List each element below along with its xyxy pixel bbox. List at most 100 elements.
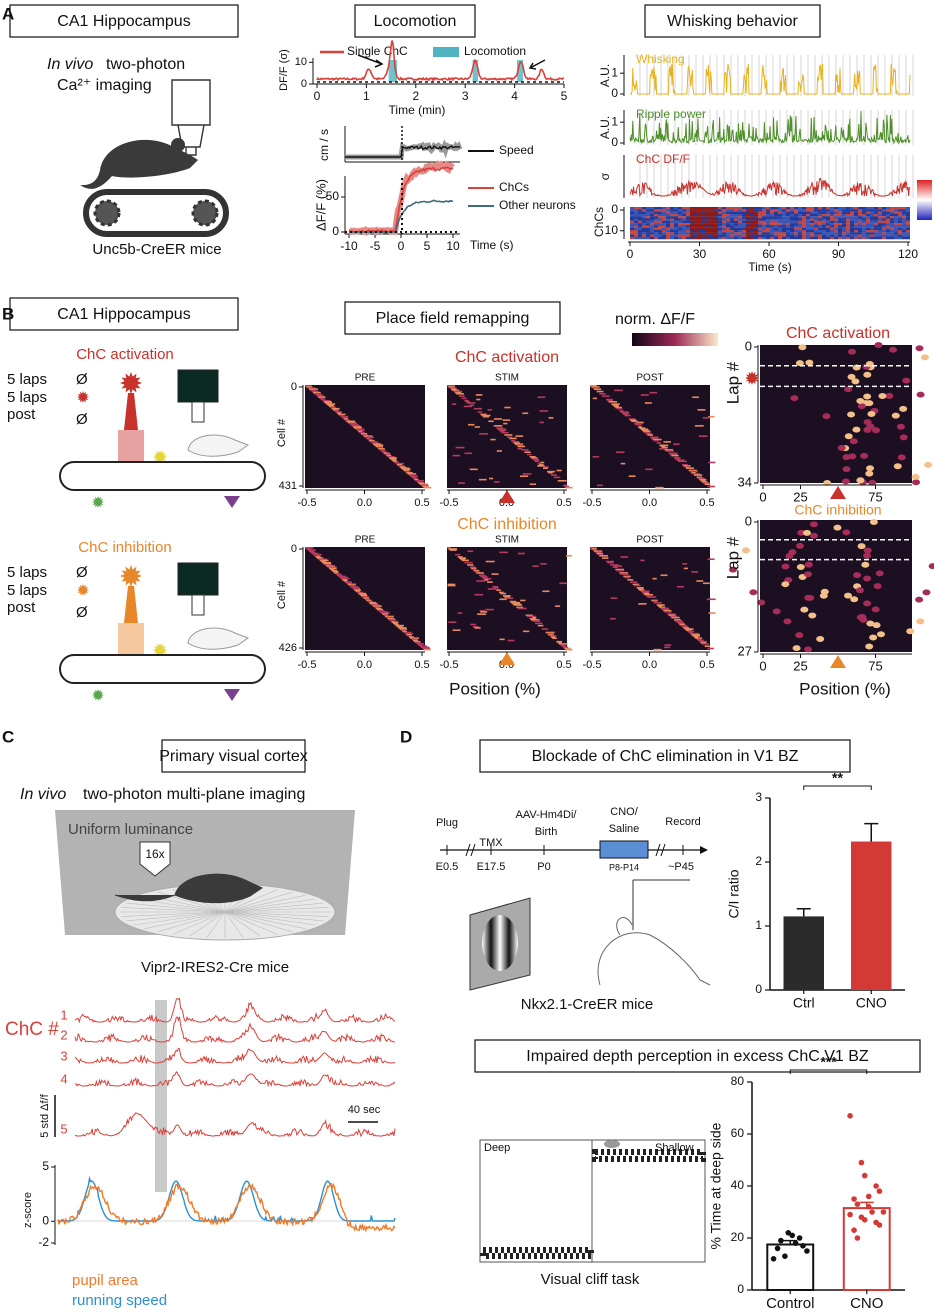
wheel-spoke bbox=[224, 911, 278, 935]
heatmap-spot bbox=[636, 587, 644, 589]
label: ChC activation bbox=[76, 346, 174, 363]
heatmap-cell bbox=[870, 209, 874, 212]
arrow-head bbox=[700, 846, 708, 854]
heatmap-spot bbox=[341, 415, 349, 418]
heatmap-spot bbox=[663, 646, 671, 649]
heatmap-spot bbox=[381, 612, 390, 614]
heatmap-cell bbox=[790, 216, 794, 219]
heatmap-cell bbox=[678, 207, 682, 210]
heatmap-spot bbox=[795, 360, 804, 367]
heatmap-spot bbox=[636, 421, 644, 424]
heatmap-spot bbox=[853, 572, 862, 579]
heatmap-cell bbox=[826, 218, 830, 221]
heatmap-cell bbox=[858, 216, 862, 219]
heatmap-spot bbox=[592, 455, 600, 458]
heatmap-cell bbox=[770, 211, 774, 214]
heatmap-spot bbox=[616, 569, 625, 572]
heatmap-spot bbox=[447, 584, 456, 587]
label: ChC # bbox=[5, 1019, 59, 1040]
heatmap-cell bbox=[690, 209, 694, 212]
heatmap-spot bbox=[318, 558, 327, 561]
label: CNO/ bbox=[610, 806, 638, 818]
heatmap-spot bbox=[459, 557, 466, 559]
heatmap-spot bbox=[464, 561, 473, 564]
heatmap-cell bbox=[846, 223, 850, 226]
label: AAV-Hm4Di/ bbox=[516, 809, 578, 821]
heatmap-spot bbox=[847, 411, 856, 418]
heatmap-spot bbox=[485, 608, 494, 611]
heatmap-cell bbox=[698, 225, 702, 228]
heatmap-spot bbox=[317, 557, 324, 559]
heatmap-cell bbox=[778, 230, 782, 233]
heatmap-cell bbox=[750, 209, 754, 212]
heatmap-spot bbox=[455, 446, 465, 449]
heatmap-cell bbox=[870, 211, 874, 214]
heatmap-spot bbox=[417, 481, 422, 483]
heatmap-cell bbox=[722, 209, 726, 212]
heatmap-spot bbox=[419, 645, 428, 648]
heatmap-cell bbox=[766, 220, 770, 224]
heatmap-cell bbox=[882, 223, 886, 226]
heatmap-spot bbox=[638, 588, 644, 590]
heatmap-cell bbox=[698, 218, 702, 221]
heatmap-cell bbox=[778, 207, 782, 210]
heatmap-spot bbox=[453, 390, 463, 393]
label: E0.5 bbox=[436, 861, 459, 873]
heatmap-spot bbox=[655, 486, 664, 489]
heatmap-cell bbox=[818, 218, 822, 221]
label: PRE bbox=[355, 373, 376, 384]
heatmap-spot bbox=[478, 478, 487, 481]
heatmap-cell bbox=[886, 227, 890, 231]
heatmap-cell bbox=[754, 211, 758, 214]
heatmap-spot bbox=[452, 389, 460, 392]
heatmap-cell bbox=[662, 218, 666, 221]
heatmap-cell bbox=[658, 211, 662, 214]
heatmap-spot bbox=[899, 434, 908, 441]
heatmap-spot bbox=[406, 471, 413, 474]
heatmap-spot bbox=[520, 599, 526, 602]
heatmap-cell bbox=[726, 225, 730, 228]
heatmap-spot bbox=[707, 485, 716, 488]
heatmap-cell bbox=[826, 236, 830, 240]
heatmap-cell bbox=[686, 232, 690, 235]
label: σ bbox=[598, 172, 612, 180]
heatmap-cell bbox=[894, 213, 898, 217]
heatmap-cell bbox=[774, 211, 778, 214]
label: A.U. bbox=[598, 116, 612, 139]
fov-icon bbox=[177, 369, 219, 403]
heatmap-cell bbox=[722, 218, 726, 221]
heatmap-spot bbox=[916, 391, 925, 398]
heatmap-cell bbox=[846, 209, 850, 212]
heatmap-spot bbox=[459, 395, 465, 397]
heatmap-cell bbox=[854, 218, 858, 221]
heatmap-cell bbox=[890, 218, 894, 221]
heatmap-spot bbox=[699, 640, 707, 643]
heatmap-cell bbox=[838, 230, 842, 233]
heatmap-cell bbox=[638, 211, 642, 214]
heatmap-cell bbox=[682, 207, 686, 210]
heatmap-cell bbox=[790, 225, 794, 228]
heatmap-cell bbox=[634, 211, 638, 214]
heatmap-spot bbox=[513, 604, 523, 606]
heatmap-cell bbox=[726, 227, 730, 231]
heatmap-cell bbox=[738, 209, 742, 212]
heatmap-cell bbox=[650, 207, 654, 210]
x-tick-label: 1 bbox=[363, 89, 370, 103]
heatmap-cell bbox=[630, 218, 634, 221]
heatmap-cell bbox=[870, 236, 874, 240]
heatmap-cell bbox=[694, 230, 698, 233]
heatmap-cell bbox=[750, 218, 754, 221]
heatmap-spot bbox=[474, 593, 484, 596]
heatmap-cell bbox=[838, 209, 842, 212]
heatmap-spot bbox=[653, 648, 662, 651]
heatmap-spot bbox=[464, 399, 469, 402]
heatmap-spot bbox=[708, 415, 715, 418]
heatmap-spot bbox=[652, 600, 658, 603]
heatmap-cell bbox=[802, 234, 806, 237]
heatmap-cell bbox=[718, 227, 722, 231]
heatmap-cell bbox=[842, 230, 846, 233]
heatmap-spot bbox=[477, 411, 483, 413]
heatmap-cell bbox=[874, 223, 878, 226]
heatmap-spot bbox=[363, 435, 373, 437]
heatmap-spot bbox=[504, 406, 511, 409]
